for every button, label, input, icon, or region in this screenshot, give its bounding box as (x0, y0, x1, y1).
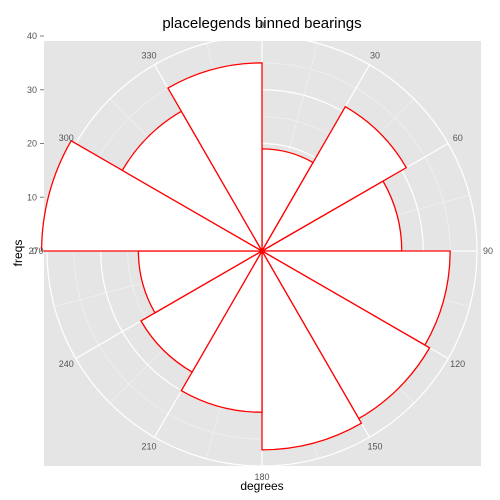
radius-axis: 0 10 20 30 40 (27, 31, 44, 256)
x-axis-title: degrees (240, 479, 283, 493)
bar-90 (259, 250, 451, 346)
bar-210 (140, 249, 264, 373)
bar-150 (261, 248, 363, 451)
bar-270 (40, 139, 265, 252)
angle-tick-label: 240 (59, 359, 74, 369)
bar-180 (180, 248, 263, 413)
bar-30 (260, 105, 408, 253)
r-tick-label: 0 (32, 246, 37, 256)
angle-tick-label: 120 (450, 359, 465, 369)
r-tick-label: 20 (27, 139, 37, 149)
r-tick-label: 40 (27, 31, 37, 41)
angle-tick-label: 300 (59, 133, 74, 143)
angle-tick-label: 150 (367, 442, 382, 452)
angle-tick-label: 330 (141, 50, 156, 60)
angle-tick-label: 210 (141, 442, 156, 452)
r-tick-label: 10 (27, 192, 37, 202)
bar-120 (260, 249, 431, 420)
angle-tick-label: 30 (370, 50, 380, 60)
bars-group (40, 62, 451, 451)
angle-tick-label: 60 (453, 133, 463, 143)
angle-tick-label: 270 (28, 246, 43, 256)
angle-tick-label: 0 (259, 20, 264, 30)
bar-330 (167, 62, 263, 254)
y-axis-title: freqs (11, 240, 25, 267)
chart-title: placelegends binned bearings (162, 15, 361, 32)
r-tick-label: 30 (27, 85, 37, 95)
angle-tick-label: 90 (483, 246, 493, 256)
angle-tick-label: 180 (254, 472, 269, 482)
